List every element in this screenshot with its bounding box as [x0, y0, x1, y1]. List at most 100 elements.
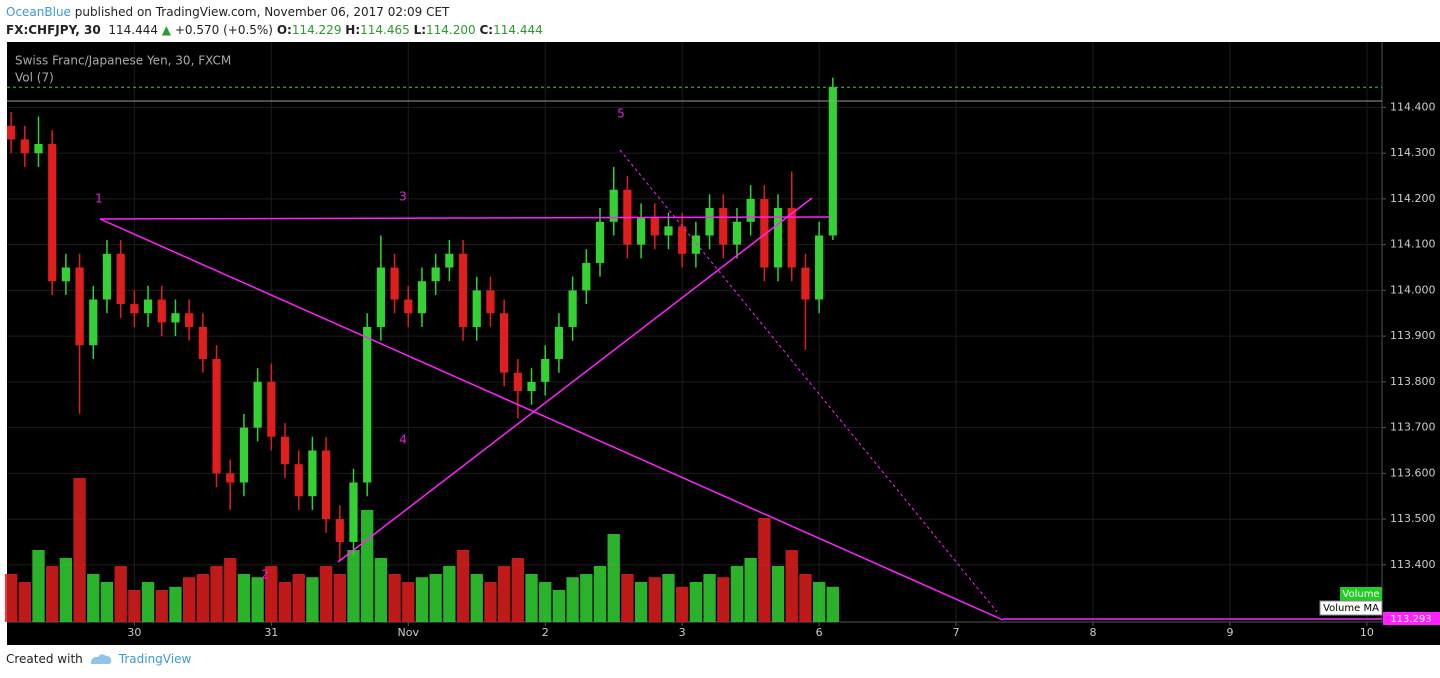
volume-bar	[730, 566, 744, 622]
candle-body	[171, 313, 180, 323]
candle-body	[349, 482, 358, 542]
volume-tag: Volume	[1342, 589, 1379, 600]
candle-body	[390, 267, 399, 300]
ohlc-key: H:	[345, 23, 361, 37]
y-tick-label: 113.600	[1390, 466, 1436, 479]
candle-body	[185, 313, 194, 327]
volume-bar	[812, 582, 826, 622]
volume-bar	[196, 574, 210, 622]
volume-title: Vol (7)	[15, 71, 54, 85]
volume-bar	[552, 590, 566, 622]
volume-bar	[292, 574, 305, 622]
wave-label: 3	[399, 190, 407, 204]
y-tick-label: 113.400	[1390, 558, 1436, 571]
author[interactable]: OceanBlue	[6, 5, 71, 19]
header: OceanBlue published on TradingView.com, …	[6, 3, 543, 39]
volume-bar	[539, 582, 552, 622]
footer: Created with TradingView	[6, 652, 191, 666]
x-tick-label: 2	[542, 626, 549, 639]
candle-body	[513, 372, 522, 392]
candle-body	[143, 299, 153, 314]
candle-body	[458, 253, 468, 327]
y-tick-label: 114.400	[1390, 100, 1436, 113]
volume-bar	[141, 582, 155, 622]
brand[interactable]: TradingView	[118, 652, 192, 666]
candle-body	[732, 221, 742, 245]
candle-body	[609, 189, 618, 222]
wave-labels: 1 2 3 4 5	[95, 107, 625, 582]
candle-body	[828, 87, 837, 236]
volume-bar	[621, 574, 634, 622]
price-tag-box	[1383, 612, 1440, 625]
candle-body	[61, 267, 70, 282]
candle-body	[130, 304, 139, 314]
candle-body	[568, 290, 577, 327]
x-tick-label: 31	[264, 626, 278, 639]
volume-bar	[415, 577, 429, 622]
volume-bar	[662, 574, 675, 622]
candle-body	[212, 358, 221, 474]
created-with: Created with	[6, 652, 83, 666]
candle-body	[678, 226, 687, 254]
series-title: Swiss Franc/Japanese Yen, 30, FXCM	[15, 54, 231, 68]
last-price: 114.444	[108, 23, 158, 37]
volume-bar	[676, 586, 689, 622]
brand-logo	[90, 654, 111, 664]
candle-body	[815, 235, 824, 300]
volume-bar	[155, 590, 168, 622]
drawings	[99, 149, 1382, 621]
axes: 113.400 113.500 113.600 113.700 113.800 113.9…	[127, 100, 1435, 639]
volume-bar	[169, 586, 182, 622]
candle-body	[664, 226, 673, 236]
candle-body	[773, 208, 783, 268]
volume-bar	[265, 566, 278, 622]
volume-bar	[634, 582, 648, 622]
volume-bar	[497, 566, 511, 622]
candle-body	[431, 267, 440, 282]
candle-body	[582, 262, 591, 291]
volume-bar	[717, 577, 730, 622]
volume-bar	[744, 558, 757, 622]
volume-bar	[347, 550, 360, 622]
ohlc-key: L:	[413, 23, 427, 37]
change: +0.570 (+0.5%)	[174, 23, 273, 37]
candle-body	[7, 125, 16, 140]
volume-bar	[114, 566, 127, 622]
candle-body	[636, 217, 646, 245]
candle-body	[157, 299, 166, 323]
volume-bar	[182, 577, 196, 622]
trend-line	[337, 197, 813, 563]
volume-bar	[799, 574, 812, 622]
candle-body	[267, 381, 276, 437]
candle-body	[486, 290, 495, 314]
ohlc-key: O:	[276, 23, 292, 37]
y-tick-label: 114.300	[1390, 146, 1436, 159]
candle-body	[239, 427, 249, 483]
ohlc-value: 114.444	[493, 23, 543, 37]
volume-bar	[388, 574, 401, 622]
trend-line	[99, 218, 1004, 621]
candles	[7, 77, 1382, 561]
volume-bar	[648, 577, 661, 622]
candle-body	[595, 221, 605, 263]
volume-ma-tag-box	[1319, 600, 1383, 616]
header-line: OceanBlue published on TradingView.com, …	[6, 3, 543, 21]
volume-bar	[306, 577, 319, 622]
candle-body	[226, 473, 235, 483]
volume-bar	[580, 574, 593, 622]
ohlc-key: C:	[479, 23, 494, 37]
published: published on TradingView.com, November 0…	[74, 5, 450, 19]
ohlc-value: 114.465	[360, 23, 410, 37]
volume-bar	[32, 550, 45, 622]
volume-bar	[703, 574, 716, 622]
candle-body	[541, 358, 550, 382]
ohlc-value: 114.229	[291, 23, 342, 37]
up-arrow: ▲	[161, 23, 172, 37]
candle-body	[89, 299, 98, 346]
x-tick-label: 10	[1360, 626, 1374, 639]
x-tick-label: 30	[127, 626, 141, 639]
y-tick-label: 113.900	[1390, 329, 1436, 342]
candle-body	[20, 139, 29, 154]
volume-bar	[470, 574, 483, 622]
